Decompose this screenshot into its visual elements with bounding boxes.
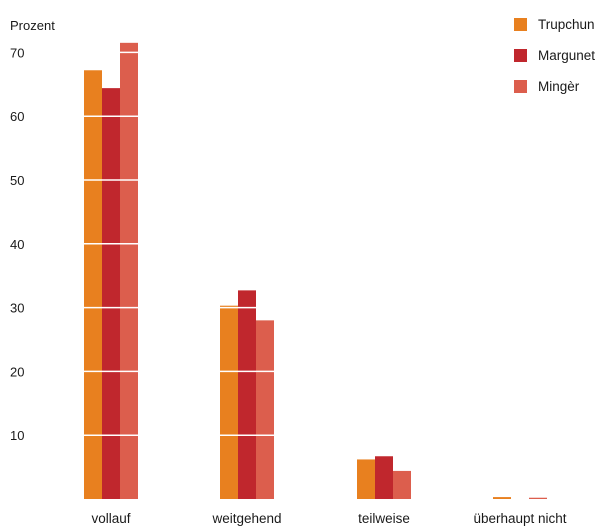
category-labels: vollauf weitgehend teilweise überhaupt nich…: [91, 511, 566, 526]
bar: [220, 305, 238, 499]
y-axis-label: Prozent: [10, 18, 55, 33]
y-tick-label: 10: [10, 428, 24, 443]
bar: [102, 88, 120, 500]
y-tick-label: 40: [10, 237, 24, 252]
gridlines: [70, 51, 500, 436]
bar: [375, 456, 393, 499]
y-tick-label: 20: [10, 364, 24, 379]
legend-label: Mingèr: [538, 79, 580, 94]
bar: [357, 459, 375, 499]
y-tick-label: 70: [10, 45, 24, 60]
bar: [493, 497, 511, 499]
y-tick-label: 50: [10, 173, 24, 188]
bar: [393, 470, 411, 499]
legend-label: Margunet: [538, 48, 595, 63]
y-tick-label: 30: [10, 301, 24, 316]
y-tick-label: 60: [10, 109, 24, 124]
y-tick-labels: 10 20 30 40 50 60 70: [10, 45, 24, 443]
legend-label: Trupchun: [538, 17, 595, 32]
bar: [256, 320, 274, 499]
legend-swatch: [514, 49, 527, 62]
bar: [84, 70, 102, 499]
category-label: vollauf: [91, 511, 130, 526]
legend: Trupchun Margunet Mingèr: [514, 17, 595, 94]
category-label: weitgehend: [211, 511, 281, 526]
legend-swatch: [514, 18, 527, 31]
bar: [120, 42, 138, 500]
bar: [238, 290, 256, 499]
bars: [84, 42, 547, 500]
bar: [529, 497, 547, 499]
legend-swatch: [514, 80, 527, 93]
category-label: teilweise: [358, 511, 410, 526]
category-label: überhaupt nicht: [473, 511, 566, 526]
